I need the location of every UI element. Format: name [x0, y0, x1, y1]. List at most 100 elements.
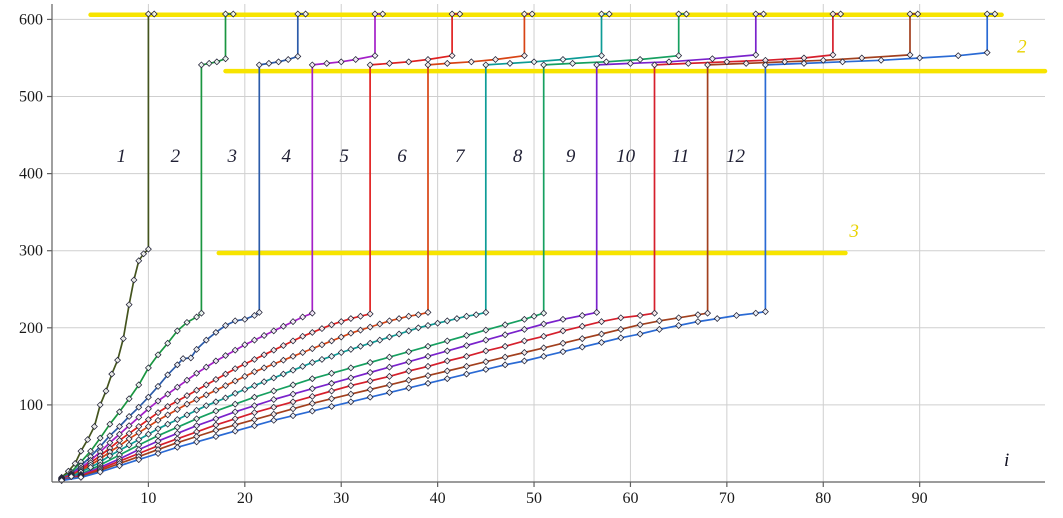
diamond-marker — [366, 359, 374, 366]
diamond-marker — [270, 410, 278, 418]
diamond-marker — [318, 341, 326, 349]
diamond-marker — [742, 59, 750, 67]
diamond-marker — [839, 58, 847, 66]
x-tick-label: 90 — [912, 490, 928, 507]
diamond-marker — [569, 59, 577, 67]
diamond-marker — [173, 443, 181, 451]
diamond-marker — [173, 406, 181, 413]
diamond-marker — [193, 345, 201, 353]
diamond-marker — [347, 329, 355, 337]
diamond-marker — [463, 332, 471, 339]
diamond-marker — [193, 396, 201, 403]
diamond-marker — [250, 382, 258, 390]
diamond-marker — [173, 439, 181, 447]
diamond-marker — [636, 56, 644, 63]
series-label-5: 5 — [339, 146, 349, 167]
diamond-marker — [289, 366, 297, 374]
diamond-marker — [270, 416, 278, 424]
diamond-marker — [229, 10, 237, 18]
diamond-marker — [299, 313, 307, 321]
axes — [47, 4, 1045, 487]
diamond-marker — [116, 423, 123, 430]
diamond-marker — [255, 61, 263, 69]
diamond-marker — [385, 353, 393, 361]
series-line-8 — [61, 13, 687, 481]
diamond-marker — [222, 352, 229, 360]
diamond-marker — [626, 59, 634, 67]
diamond-marker — [385, 372, 393, 380]
diamond-marker — [328, 402, 336, 410]
diamond-marker — [385, 333, 393, 341]
diamond-marker — [906, 10, 914, 18]
diamond-marker — [376, 336, 384, 344]
diamond-marker — [125, 435, 133, 443]
diamond-marker — [617, 314, 625, 322]
diamond-marker — [482, 365, 490, 373]
x-axis-label: i — [1004, 450, 1010, 471]
diamond-marker — [366, 323, 374, 331]
diamond-marker — [347, 315, 355, 323]
diamond-marker — [520, 357, 528, 365]
diamond-marker — [116, 408, 123, 416]
diamond-marker — [135, 257, 143, 265]
markers-7 — [58, 10, 613, 484]
diamond-marker — [328, 387, 336, 395]
diamond-marker — [424, 61, 432, 69]
diamond-marker — [135, 441, 143, 449]
diamond-marker — [352, 56, 360, 63]
diamond-marker — [347, 382, 355, 390]
x-tick-label: 10 — [140, 490, 156, 507]
diamond-marker — [144, 245, 152, 253]
diamond-marker — [443, 367, 451, 375]
diamond-marker — [328, 337, 336, 345]
diamond-marker — [752, 51, 760, 59]
diamond-marker — [424, 308, 432, 316]
diamond-marker — [231, 365, 239, 373]
markers-9 — [58, 10, 767, 484]
level-label-2: 2 — [1017, 37, 1027, 58]
diamond-marker — [540, 332, 548, 340]
diamond-marker — [357, 342, 364, 350]
diamond-marker — [279, 370, 287, 378]
diamond-marker — [193, 428, 201, 436]
diamond-marker — [125, 422, 133, 430]
diamond-marker — [173, 361, 181, 369]
diamond-marker — [501, 331, 509, 339]
diamond-marker — [308, 345, 316, 353]
diamond-marker — [125, 413, 133, 420]
x-tick-label: 70 — [719, 490, 735, 507]
diamond-marker — [231, 408, 239, 416]
diamond-marker — [183, 400, 191, 408]
diamond-marker — [135, 423, 143, 430]
diamond-marker — [212, 328, 220, 336]
diamond-marker — [636, 330, 644, 338]
diamond-marker — [492, 56, 499, 63]
diamond-marker — [906, 51, 914, 59]
diamond-marker — [173, 397, 181, 405]
diamond-marker — [260, 332, 268, 339]
diamond-marker — [299, 332, 307, 340]
diamond-marker — [829, 10, 837, 18]
diamond-marker — [837, 10, 845, 18]
diamond-marker — [708, 55, 716, 63]
diamond-marker — [193, 422, 201, 430]
series-labels: 1 2 3 4 5 6 7 8 9 10 11 12 — [117, 146, 746, 167]
diamond-marker — [443, 59, 451, 67]
diamond-marker — [294, 10, 302, 18]
diamond-marker — [231, 317, 239, 325]
diamond-marker — [655, 325, 663, 333]
diamond-marker — [250, 336, 258, 344]
diamond-marker — [704, 309, 712, 317]
diamond-marker — [183, 411, 191, 419]
diamond-marker — [193, 415, 201, 423]
series-label-3: 3 — [227, 146, 238, 167]
diamond-marker — [520, 52, 528, 60]
diamond-marker — [366, 377, 374, 385]
y-tick-label: 300 — [19, 243, 43, 260]
diamond-marker — [308, 392, 316, 400]
diamond-marker — [528, 10, 536, 18]
diamond-marker — [405, 384, 413, 392]
diamond-marker — [713, 315, 721, 323]
diamond-marker — [164, 411, 172, 419]
diamond-marker — [197, 61, 205, 69]
